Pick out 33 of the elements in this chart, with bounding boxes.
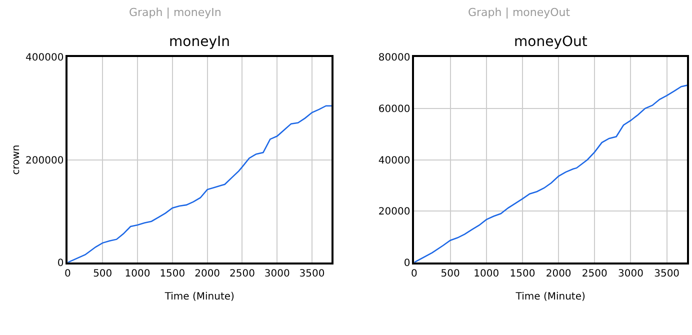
chart-title: moneyOut <box>514 34 588 50</box>
x-tick-label: 3000 <box>618 268 644 280</box>
y-tick-label: 400000 <box>26 52 64 64</box>
x-tick-label: 500 <box>440 268 460 280</box>
x-tick-label: 3000 <box>264 268 290 280</box>
x-axis-title: Time (Minute) <box>164 291 235 302</box>
y-tick-label: 0 <box>404 258 410 269</box>
y-tick-label: 60000 <box>378 104 410 115</box>
y-tick-label: 0 <box>57 258 64 269</box>
line-series <box>68 105 332 262</box>
y-axis-title: crown <box>11 144 22 175</box>
line-series <box>414 84 688 262</box>
x-tick-label: 2000 <box>194 268 220 280</box>
x-tick-label: 2500 <box>229 268 255 280</box>
x-tick-label: 0 <box>64 268 71 280</box>
x-tick-label: 1500 <box>160 268 186 280</box>
x-axis-title: Time (Minute) <box>514 291 586 302</box>
x-tick-label: 500 <box>93 268 112 280</box>
y-tick-label: 40000 <box>378 155 410 166</box>
y-tick-label: 80000 <box>378 52 410 64</box>
x-tick-label: 2500 <box>582 268 608 280</box>
x-tick-label: 2000 <box>546 268 572 280</box>
chart-title: moneyIn <box>169 34 230 50</box>
text: Graph | moneyOut <box>468 6 571 19</box>
x-tick-label: 0 <box>411 268 418 280</box>
x-tick-label: 1500 <box>510 268 536 280</box>
y-tick-label: 200000 <box>26 155 64 166</box>
y-tick-label: 20000 <box>378 206 410 218</box>
text: Graph | moneyIn <box>129 6 222 19</box>
x-tick-label: 3500 <box>299 268 325 280</box>
x-tick-label: 1000 <box>474 268 500 280</box>
x-tick-label: 1000 <box>124 268 150 280</box>
x-tick-label: 3500 <box>654 268 680 280</box>
